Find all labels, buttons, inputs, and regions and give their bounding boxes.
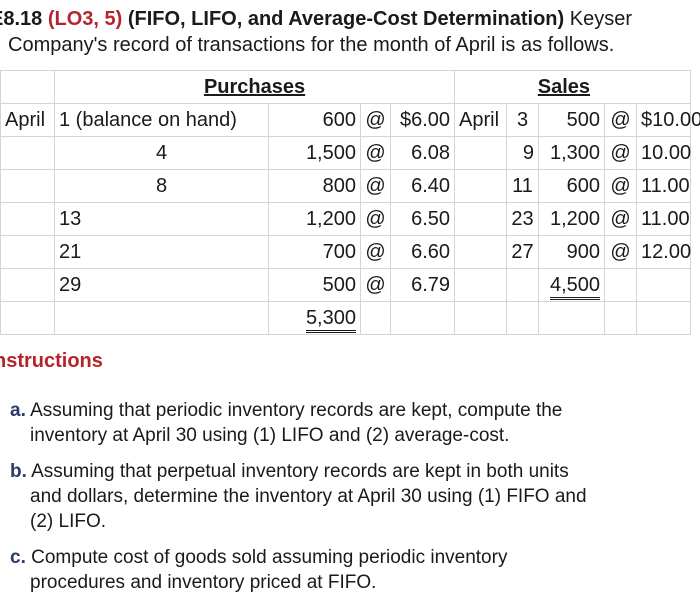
purchase-units: 600 (268, 103, 361, 137)
at-sign: @ (604, 202, 638, 236)
purchase-day: 4 (54, 136, 269, 170)
at-sign: @ (604, 169, 638, 203)
learning-objectives: (LO3, 5) (47, 8, 123, 30)
sale-price: 10.00 (636, 136, 691, 170)
item-text: Assuming that periodic inventory records… (30, 400, 563, 421)
at-sign: @ (360, 268, 391, 302)
item-text: Compute cost of goods sold assuming peri… (31, 547, 508, 568)
exercise-number: E8.18 (0, 8, 43, 30)
exercise-title: E8.18 (LO3, 5) (FIFO, LIFO, and Average-… (0, 7, 632, 31)
purchase-day: 13 (54, 202, 269, 236)
at-sign: @ (360, 103, 391, 137)
at-sign: @ (604, 136, 638, 170)
table-row: 8 800 @ 6.40 11 600 @ 11.00 (0, 169, 692, 203)
sale-day: 9 (506, 136, 540, 170)
table-row: 4 1,500 @ 6.08 9 1,300 @ 10.00 (0, 136, 691, 170)
at-sign: @ (604, 103, 638, 137)
exercise-topic: (FIFO, LIFO, and Average-Cost Determinat… (127, 8, 565, 30)
sales-month-label: April (454, 103, 508, 137)
instruction-item-b: b. Assuming that perpetual inventory rec… (10, 459, 690, 534)
item-text: (2) LIFO. (30, 511, 107, 532)
sale-day: 27 (506, 235, 540, 269)
sales-total: 4,500 (549, 273, 601, 300)
sale-units: 1,200 (538, 202, 606, 236)
sale-units: 1,300 (538, 136, 606, 170)
purchase-units: 500 (268, 268, 361, 302)
purchase-day: 8 (54, 169, 269, 203)
instructions-heading: nstructions (0, 350, 103, 372)
sale-price: 12.00 (636, 235, 691, 269)
at-sign: @ (360, 136, 391, 170)
month-label: April (0, 103, 55, 137)
exercise-intro: Company's record of transactions for the… (8, 34, 615, 56)
sale-units: 500 (538, 103, 606, 137)
sale-price: 11.00 (636, 202, 692, 236)
purchase-units: 1,200 (268, 202, 361, 236)
purchases-total: 5,300 (305, 306, 356, 333)
purchase-price: $6.00 (389, 103, 456, 137)
sale-units: 900 (538, 235, 606, 269)
item-text: inventory at April 30 using (1) LIFO and… (30, 425, 510, 446)
purchase-price: 6.79 (389, 268, 456, 302)
item-text: Assuming that perpetual inventory record… (31, 461, 569, 482)
at-sign: @ (604, 235, 638, 269)
purchase-price: 6.50 (389, 202, 456, 236)
transactions-table: Purchases Sales April 1 (balance on hand… (0, 70, 700, 335)
item-text: procedures and inventory priced at FIFO. (30, 572, 377, 593)
header-row: Purchases Sales (0, 70, 692, 104)
purchase-units: 1,500 (268, 136, 361, 170)
at-sign: @ (360, 169, 391, 203)
purchase-day: 1 (balance on hand) (54, 103, 269, 137)
purchase-price: 6.08 (389, 136, 456, 170)
purchase-units: 800 (268, 169, 361, 203)
item-label: c. (10, 547, 26, 568)
sale-day: 11 (506, 169, 540, 203)
table-row: 13 1,200 @ 6.50 23 1,200 @ 11.00 (0, 202, 692, 236)
sale-day: 3 (506, 103, 540, 137)
purchases-header: Purchases (53, 70, 456, 104)
sale-day: 23 (506, 202, 540, 236)
item-label: b. (10, 461, 27, 482)
item-text: and dollars, determine the inventory at … (30, 486, 587, 507)
purchase-price: 6.40 (389, 169, 456, 203)
item-label: a. (10, 400, 26, 421)
purchase-day: 21 (54, 235, 269, 269)
table-row: 21 700 @ 6.60 27 900 @ 12.00 (0, 235, 691, 269)
table-row: April 1 (balance on hand) 600 @ $6.00 Ap… (0, 103, 700, 137)
sales-header: Sales (454, 70, 692, 104)
purchase-units: 700 (268, 235, 361, 269)
totals-row: 5,300 (0, 301, 692, 335)
purchase-price: 6.60 (389, 235, 456, 269)
at-sign: @ (360, 235, 391, 269)
sale-units: 600 (538, 169, 606, 203)
sale-price: $10.00 (636, 103, 700, 137)
sale-price: 11.00 (636, 169, 692, 203)
instruction-item-c: c. Compute cost of goods sold assuming p… (10, 545, 690, 595)
company-name-start: Keyser (569, 8, 632, 30)
at-sign: @ (360, 202, 391, 236)
table-row: 29 500 @ 6.79 4,500 (0, 268, 692, 302)
purchase-day: 29 (54, 268, 269, 302)
instruction-item-a: a. Assuming that periodic inventory reco… (10, 398, 690, 448)
